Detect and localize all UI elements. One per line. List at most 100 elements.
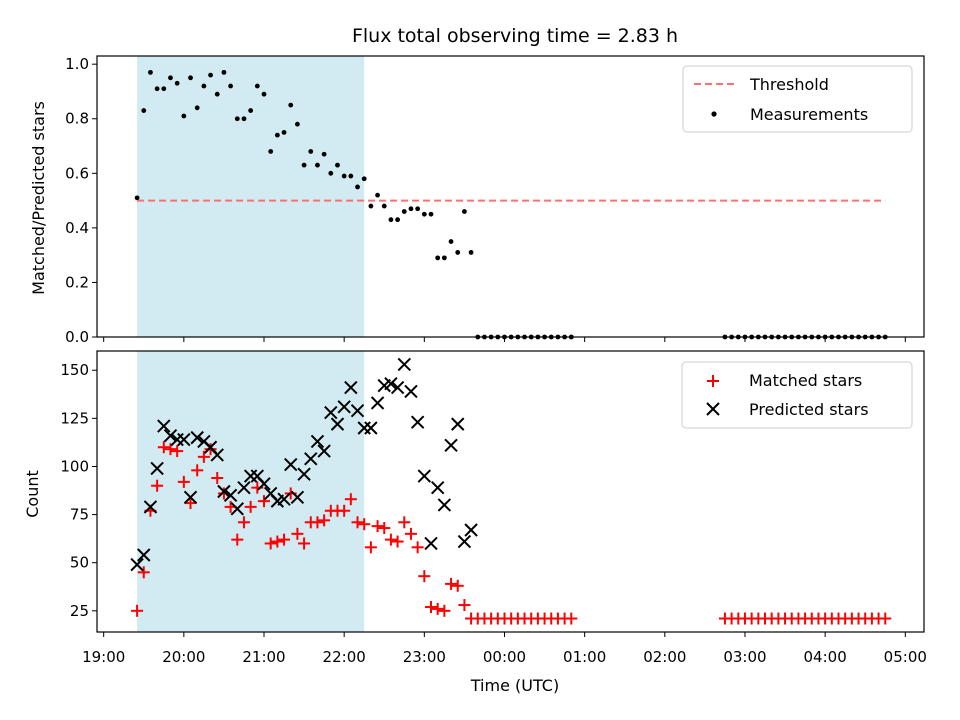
matched-star-point (351, 516, 364, 529)
measurement-point (154, 86, 160, 92)
predicted-star-point (424, 536, 438, 551)
predicted-star-point (330, 417, 345, 431)
measurement-point (355, 184, 360, 190)
predicted-star-point (451, 417, 465, 431)
measurement-point (201, 83, 207, 89)
matched-star-point (204, 443, 217, 456)
measurement-point (241, 116, 247, 122)
predicted-star-point (457, 534, 472, 549)
y-tick-label: 150 (60, 361, 89, 379)
predicted-star-point (223, 488, 238, 503)
measurement-point (381, 203, 387, 209)
matched-star-point (137, 566, 150, 579)
x-axis-label: Time (UTC) (470, 676, 559, 695)
measurement-point (248, 108, 254, 113)
measurement-point (321, 151, 327, 157)
matched-star-point (264, 537, 277, 550)
measurement-point (341, 173, 347, 179)
predicted-star-point (390, 380, 405, 395)
x-tick-label: 01:00 (563, 648, 606, 666)
predicted-star-point (310, 434, 325, 449)
predicted-star-point (324, 405, 338, 420)
x-tick-label: 02:00 (643, 648, 686, 666)
measurement-point (435, 255, 441, 261)
predicted-star-point (284, 457, 298, 472)
y-tick-label: 0.6 (65, 164, 89, 182)
measurement-point (388, 217, 394, 223)
x-tick-label: 22:00 (323, 648, 366, 666)
predicted-star-point (364, 421, 378, 435)
x-tick-label: 21:00 (242, 648, 285, 666)
measurement-point (295, 121, 300, 127)
matched-star-point (311, 516, 324, 529)
matched-star-point (404, 527, 417, 540)
measurement-point (208, 72, 213, 78)
matched-star-point (565, 612, 578, 625)
legend-threshold-label: Threshold (749, 75, 829, 94)
matched-star-point (237, 516, 250, 529)
matched-star-point (184, 497, 197, 510)
matched-star-point (177, 475, 190, 488)
measurement-point (281, 129, 287, 135)
y-tick-label: 75 (70, 506, 89, 524)
measurement-point (441, 255, 447, 261)
predicted-star-point (437, 498, 452, 512)
predicted-star-point (183, 490, 198, 504)
matched-star-point (171, 445, 184, 458)
measurement-point (315, 162, 320, 168)
measurement-point (221, 69, 227, 75)
observing-window-shade (137, 351, 365, 632)
measurement-point (308, 149, 314, 154)
measurement-point (348, 173, 354, 179)
predicted-star-point (350, 403, 365, 418)
measurement-point (301, 162, 307, 168)
measurement-point (415, 206, 421, 212)
matched-star-point (318, 514, 331, 527)
y-tick-label: 0.2 (65, 273, 89, 291)
bottom-x-ticks: 19:00 20:00 21:00 22:00 23:00 00:00 01:00 02:00… (82, 632, 927, 666)
y-tick-label: 100 (60, 457, 89, 475)
x-tick-label: 00:00 (483, 648, 526, 666)
top-x-ticks (103, 337, 906, 342)
matched-star-point (458, 599, 471, 612)
measurement-point (408, 206, 414, 212)
measurement-point (134, 195, 140, 201)
measurement-point (234, 116, 240, 122)
matched-star-point (879, 612, 892, 625)
predicted-star-point (130, 557, 144, 572)
measurement-point (401, 209, 407, 214)
measurement-point (254, 83, 260, 89)
predicted-star-point (150, 461, 164, 476)
measurement-point (214, 91, 220, 97)
y-tick-label: 25 (70, 602, 89, 620)
x-tick-label: 05:00 (884, 648, 927, 666)
observing-window-shade (137, 56, 365, 337)
measurement-point (395, 217, 401, 223)
measurement-point (335, 162, 340, 168)
measurement-point (194, 105, 200, 111)
matched-points (131, 441, 892, 625)
legend-measurements-label: Measurements (750, 105, 868, 124)
predicted-star-point (137, 548, 151, 562)
matched-star-point (445, 577, 458, 590)
matched-star-point (411, 541, 424, 554)
predicted-star-point (277, 492, 291, 506)
matched-star-point (418, 570, 431, 583)
predicted-star-point (143, 500, 158, 514)
predicted-star-point (370, 396, 385, 410)
matched-star-point (191, 464, 204, 477)
matched-star-point (391, 535, 404, 548)
legend-predicted-label: Predicted stars (749, 400, 869, 419)
y-tick-label: 125 (60, 409, 89, 427)
predicted-star-point (417, 469, 432, 483)
measurement-point (228, 83, 234, 89)
measurement-point (462, 209, 467, 214)
chart-title: Flux total observing time = 2.83 h (352, 25, 678, 47)
bottom-plot-frame (96, 350, 925, 633)
predicted-star-point (337, 400, 351, 414)
predicted-star-point (344, 380, 358, 395)
measurement-point (181, 113, 187, 119)
predicted-star-point (217, 484, 231, 499)
predicted-star-point (210, 448, 224, 462)
matched-star-point (157, 441, 170, 454)
